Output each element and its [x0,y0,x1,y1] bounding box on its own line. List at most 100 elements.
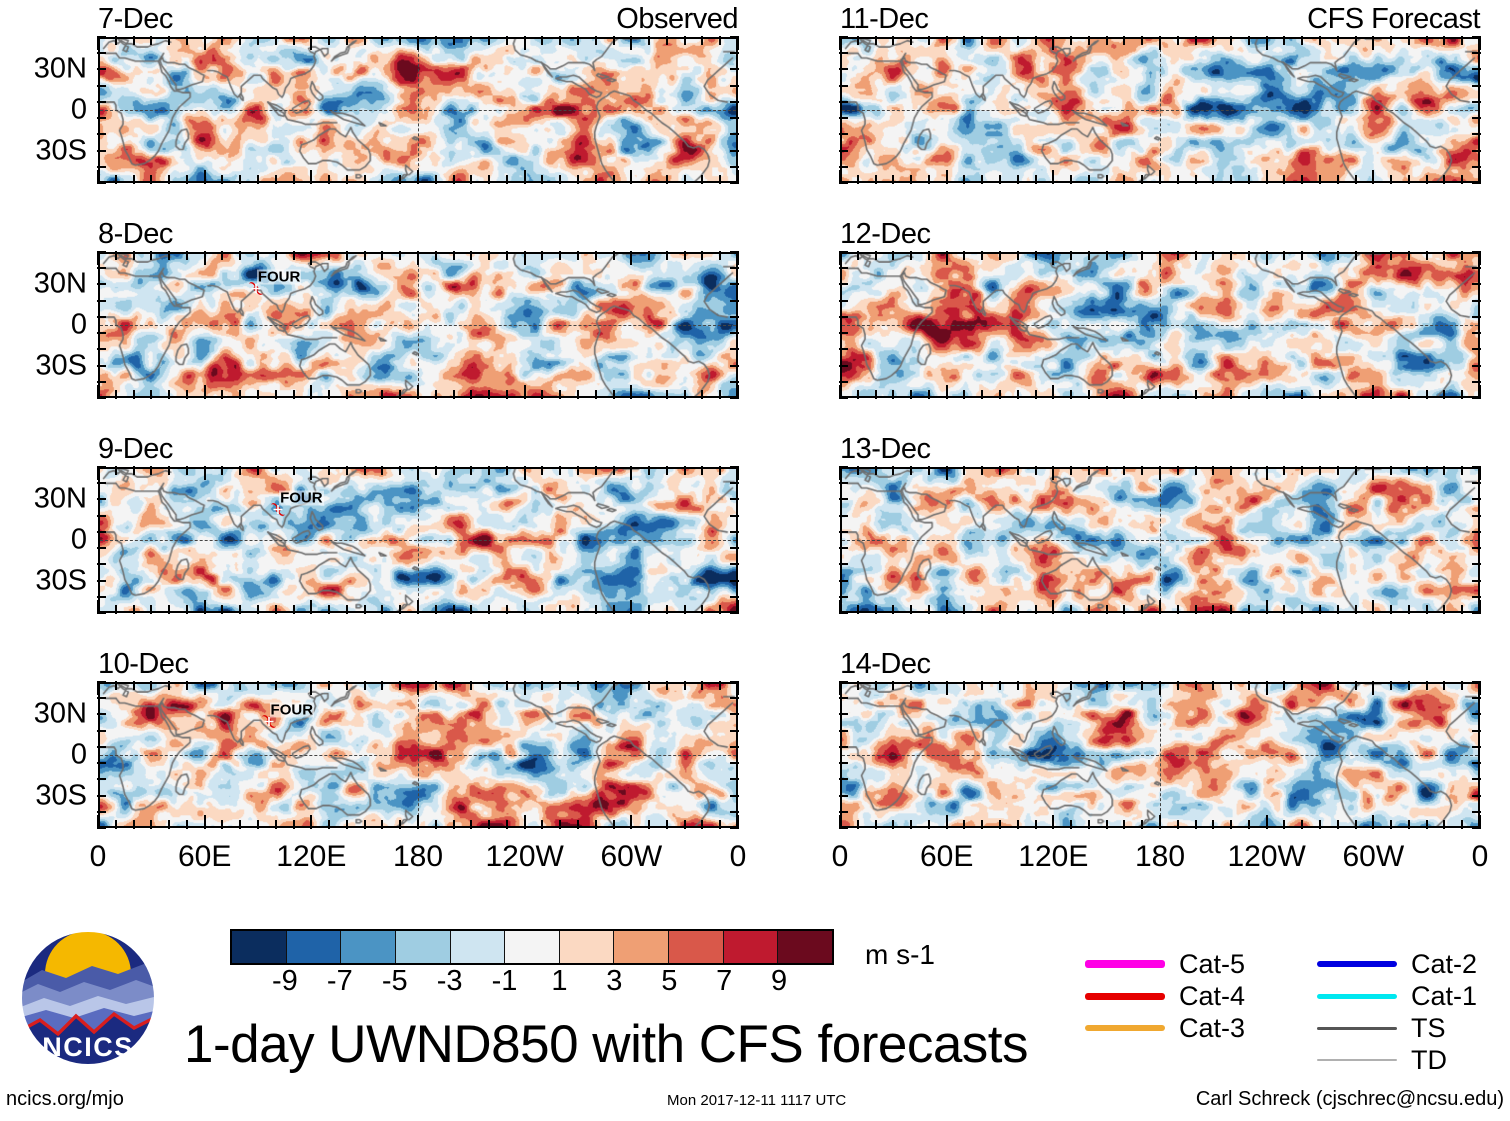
axis-tick [1070,820,1073,829]
axis-tick [856,820,859,829]
map-shading-layer [842,39,1478,181]
axis-tick [1354,820,1357,829]
axis-tick [999,466,1001,475]
axis-tick [1159,815,1161,829]
axis-tick [910,36,913,45]
axis-tick [559,36,562,45]
axis-tick [345,390,348,399]
axis-tick [874,681,877,690]
axis-tick [541,390,544,399]
axis-tick [1479,251,1481,265]
axis-tick [97,36,106,38]
axis-tick [1472,697,1481,700]
axis-tick [1354,605,1357,614]
axis-tick [839,745,848,748]
map-plot-area: FOUR [98,467,738,613]
axis-tick [927,251,930,260]
axis-tick [1283,390,1286,399]
axis-tick [434,681,437,690]
axis-tick [1472,745,1481,748]
axis-tick [97,697,106,700]
axis-tick [345,251,348,260]
colorbar-bin [505,931,560,963]
axis-tick [730,149,739,152]
axis-tick [381,681,384,690]
axis-tick [892,681,895,690]
axis-tick [541,175,544,184]
axis-tick [1052,170,1055,184]
axis-tick [1212,251,1215,260]
y-axis-label: 30S [35,134,87,167]
axis-tick [345,681,348,690]
axis-tick [1425,681,1428,690]
axis-tick [1479,36,1481,50]
axis-tick [1194,251,1197,260]
axis-tick [856,36,859,45]
axis-tick [97,332,106,335]
panel-date-label: 7-Dec [98,3,173,35]
axis-tick [1472,133,1481,136]
x-axis-label: 120E [276,840,347,873]
axis-tick [1141,390,1144,399]
axis-tick [1176,820,1179,829]
map-panel-12-dec: 12-Dec [839,220,1481,399]
axis-tick [1407,175,1410,184]
axis-tick [381,36,384,45]
map-panel-14-dec: 14-Dec 0 60E 120E 180 120W 60W 0 [832,650,1489,872]
axis-tick [839,729,848,732]
footer-author[interactable]: Carl Schreck (cjschrec@ncsu.edu) [1195,1088,1504,1110]
axis-tick [839,170,841,184]
axis-tick [97,547,106,550]
axis-tick [927,820,930,829]
axis-tick [1070,251,1073,260]
axis-tick [730,397,739,399]
axis-tick [97,170,99,184]
axis-tick [239,681,242,690]
axis-tick [839,68,848,71]
axis-tick [1105,466,1108,475]
colorbar-tick-label: -1 [491,965,518,997]
axis-tick [399,175,402,184]
storm-name-label: FOUR [256,268,302,286]
axis-tick [874,175,877,184]
axis-tick [239,820,242,829]
axis-tick [399,605,402,614]
axis-tick [612,466,615,475]
axis-tick [328,820,331,829]
axis-tick [1472,117,1481,120]
axis-tick [488,820,491,829]
axis-tick [737,385,739,399]
axis-tick [892,175,895,184]
axis-tick [730,697,739,700]
axis-tick [839,182,848,184]
axis-tick [1265,170,1268,184]
x-axis-label: 0 [831,840,849,873]
axis-tick [981,681,984,690]
axis-tick [239,36,242,45]
axis-tick [1390,251,1393,260]
axis-tick [221,681,224,690]
axis-tick [1247,466,1250,475]
axis-tick [399,251,402,260]
axis-tick [132,681,135,690]
colorbar-tick-labels: -9 -7 -5 -3 -1 1 3 5 7 9 [230,965,834,999]
axis-tick [274,251,277,260]
axis-tick [730,36,739,38]
axis-tick [434,466,437,475]
axis-tick [910,466,913,475]
axis-tick [648,390,651,399]
axis-tick [381,251,384,260]
axis-tick [665,175,668,184]
axis-tick [1016,605,1019,614]
axis-tick [150,175,153,184]
axis-tick [1265,600,1268,614]
axis-tick [839,482,848,485]
axis-tick [559,820,562,829]
footer-website[interactable]: ncics.org/mjo [6,1088,124,1110]
axis-tick [1034,681,1037,690]
axis-tick [114,390,117,399]
axis-tick [839,267,848,270]
axis-tick [665,605,668,614]
axis-tick [97,84,106,87]
colorbar-bin [450,931,506,963]
